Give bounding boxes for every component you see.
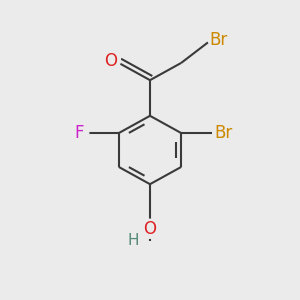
- Circle shape: [123, 231, 142, 250]
- Text: H: H: [127, 233, 139, 248]
- Text: F: F: [74, 124, 84, 142]
- Text: Br: Br: [209, 31, 227, 49]
- Text: O: O: [104, 52, 117, 70]
- Circle shape: [140, 219, 160, 238]
- Text: O: O: [143, 220, 157, 238]
- Circle shape: [70, 124, 89, 142]
- Text: Br: Br: [214, 124, 232, 142]
- Circle shape: [209, 31, 228, 50]
- Circle shape: [101, 51, 120, 70]
- Circle shape: [214, 124, 232, 142]
